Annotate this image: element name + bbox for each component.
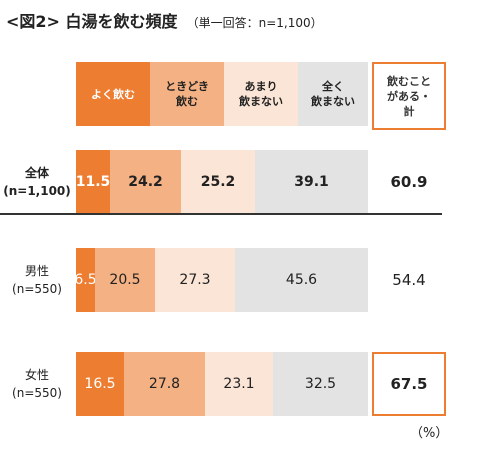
row-total: 60.9 [390,173,428,191]
bar-segment: 39.1 [255,150,368,214]
bar-segment: 27.8 [124,352,205,416]
bar-segment: 25.2 [181,150,255,214]
bar-segment: 16.5 [76,352,124,416]
chart-title-main: <図2> 白湯を飲む頻度 [6,12,178,31]
chart-title: <図2> 白湯を飲む頻度 （単一回答：n=1,100） [6,8,323,32]
bar-segment: 27.3 [155,248,235,312]
bar-segment: 45.6 [235,248,368,312]
bar-segment: 11.5 [76,150,110,214]
divider [0,213,442,215]
legend-item: 全く 飲まない [298,62,368,126]
bar-segment: 32.5 [273,352,368,416]
row-label: 女性 (n=550) [12,368,62,400]
bar-segment: 6.5 [74,248,97,312]
total-column-header: 飲むこと がある・計 [372,62,446,130]
row-total: 54.4 [392,271,426,289]
legend-item: よく飲む [76,62,150,126]
legend-item: ときどき 飲む [150,62,224,126]
bar-segment: 20.5 [95,248,155,312]
row-total: 67.5 [372,352,446,416]
bar-segment: 24.2 [110,150,181,214]
legend-item: あまり 飲まない [224,62,298,126]
row-label: 全体 (n=1,100) [3,166,71,198]
row-label: 男性 (n=550) [12,264,62,296]
chart-title-sub: （単一回答：n=1,100） [186,16,323,30]
unit-label: （%） [410,426,449,441]
bar-segment: 23.1 [205,352,273,416]
